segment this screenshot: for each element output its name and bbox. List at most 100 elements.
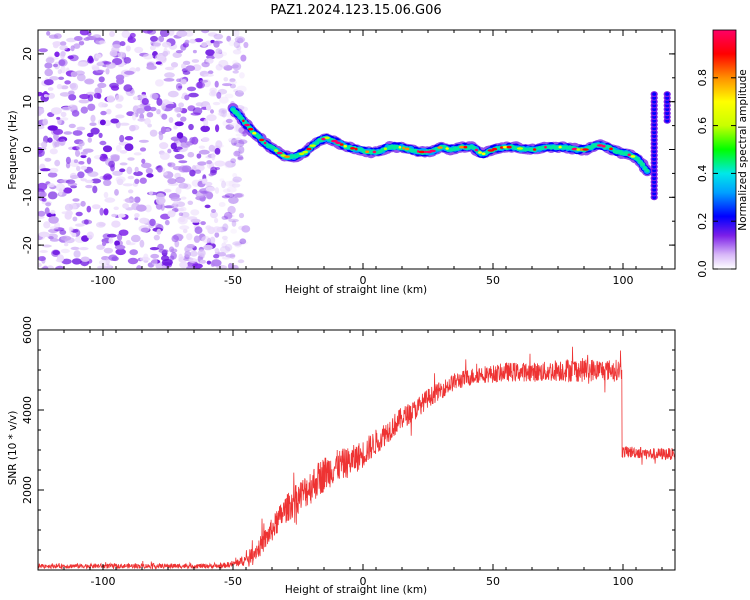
noise-blob xyxy=(234,149,242,157)
noise-blob xyxy=(239,238,247,245)
noise-blob xyxy=(96,221,106,228)
ridge-core xyxy=(335,141,341,145)
noise-blob xyxy=(235,124,240,132)
noise-blob xyxy=(40,168,51,172)
ridge-blob xyxy=(256,134,261,139)
noise-blob xyxy=(206,160,213,165)
noise-blob xyxy=(212,101,221,106)
noise-blob xyxy=(199,79,209,83)
colorbar-tick-label: 0.4 xyxy=(696,165,709,183)
noise-blob xyxy=(225,160,236,168)
noise-blob xyxy=(92,204,101,210)
ridge-core xyxy=(558,145,562,149)
noise-blob xyxy=(175,50,183,54)
noise-blob xyxy=(144,105,152,112)
noise-blob xyxy=(71,232,77,237)
noise-blob xyxy=(119,122,130,126)
noise-blob xyxy=(122,183,133,187)
noise-blob xyxy=(193,164,205,172)
noise-blob xyxy=(186,86,197,92)
noise-blob xyxy=(159,30,170,37)
noise-blob xyxy=(149,129,158,137)
x-tick-label: 100 xyxy=(613,575,634,588)
ridge-core xyxy=(429,149,436,153)
noise-blob xyxy=(44,68,53,77)
noise-blob xyxy=(238,146,245,154)
noise-blob xyxy=(63,242,69,247)
noise-blob xyxy=(132,112,137,121)
noise-blob xyxy=(211,259,222,267)
noise-blob xyxy=(42,244,52,248)
x-tick-label: 0 xyxy=(360,274,367,287)
noise-blob xyxy=(225,118,233,124)
colorbar-ticks: 0.0 0.2 0.4 0.6 0.8 xyxy=(696,69,736,278)
noise-blob xyxy=(60,51,66,57)
noise-blob xyxy=(170,62,179,68)
noise-blob xyxy=(76,165,81,172)
noise-blob xyxy=(64,80,71,85)
noise-blob xyxy=(178,253,183,260)
noise-blob xyxy=(210,109,214,114)
colorbar-frame xyxy=(712,29,737,270)
noise-blob xyxy=(213,33,224,40)
noise-blob xyxy=(164,66,175,71)
noise-blob xyxy=(236,45,242,51)
noise-blob xyxy=(201,30,210,34)
noise-blob xyxy=(78,99,90,104)
ridge-core xyxy=(402,146,405,150)
noise-blob xyxy=(150,253,160,259)
noise-blob xyxy=(209,87,217,94)
noise-blob xyxy=(115,176,126,183)
ridge-core xyxy=(445,147,449,150)
noise-blob xyxy=(200,221,206,226)
noise-blob xyxy=(164,72,175,78)
noise-blob xyxy=(115,74,125,81)
noise-blob xyxy=(216,91,222,99)
noise-blob xyxy=(129,249,138,256)
noise-blob xyxy=(103,179,112,186)
ridge-core xyxy=(516,147,524,150)
noise-blob xyxy=(99,119,106,126)
noise-blob xyxy=(128,189,134,194)
noise-blob xyxy=(190,209,200,216)
noise-blob xyxy=(45,202,52,207)
noise-blob xyxy=(174,106,181,113)
y-tick-label: 6000 xyxy=(21,316,34,344)
noise-blob xyxy=(91,178,102,184)
noise-blob xyxy=(199,259,206,264)
noise-blob xyxy=(105,68,110,75)
edge-core xyxy=(652,164,657,169)
noise-blob xyxy=(117,51,126,58)
noise-blob xyxy=(48,236,54,240)
noise-blob xyxy=(189,38,197,44)
noise-blob xyxy=(178,160,188,164)
noise-blob xyxy=(109,31,115,37)
noise-blob xyxy=(95,69,105,74)
noise-blob xyxy=(149,45,156,51)
noise-blob xyxy=(171,235,179,243)
noise-blob xyxy=(38,142,42,147)
noise-blob xyxy=(60,41,67,46)
noise-blob xyxy=(174,153,185,160)
edge-core xyxy=(652,115,657,119)
ridge-core xyxy=(424,150,427,154)
noise-blob xyxy=(207,70,214,75)
noise-blob xyxy=(109,50,118,57)
noise-blob xyxy=(200,125,210,133)
edge-core xyxy=(652,191,657,196)
edge-core xyxy=(652,180,657,184)
colorbar-bar xyxy=(713,30,736,269)
noise-blob xyxy=(114,244,126,250)
noise-blob xyxy=(90,114,96,123)
noise-blob xyxy=(221,215,229,220)
noise-blob xyxy=(201,42,208,47)
noise-blob xyxy=(224,243,233,252)
noise-blob xyxy=(127,157,135,161)
noise-blob xyxy=(81,235,89,242)
noise-blob xyxy=(71,246,79,250)
edge-core xyxy=(652,142,657,146)
noise-blob xyxy=(63,131,73,135)
noise-blob xyxy=(84,179,94,184)
noise-blob xyxy=(218,144,224,148)
noise-blob xyxy=(193,235,201,243)
